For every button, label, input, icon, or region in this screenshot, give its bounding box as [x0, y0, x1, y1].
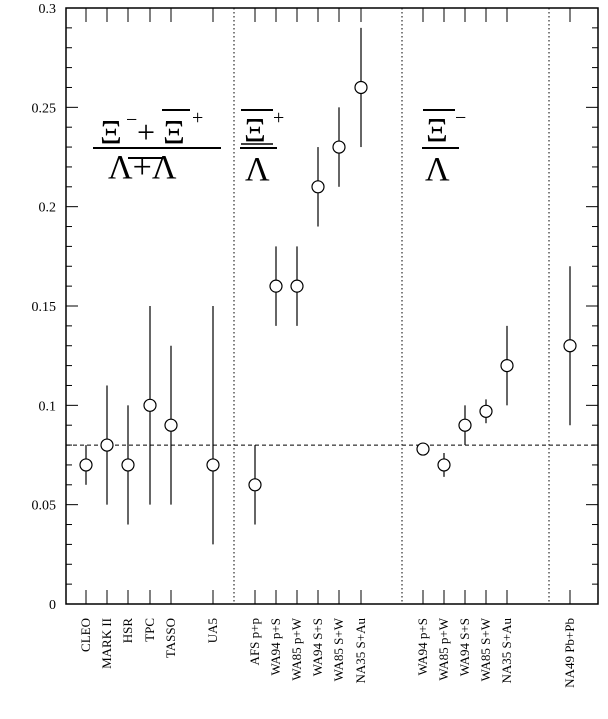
data-points [79, 80, 577, 492]
y-tick-label: 0.3 [39, 2, 57, 17]
plot-area [65, 7, 599, 605]
formula-3-num: Ξ [426, 112, 448, 149]
formula-1-num-a: Ξ [100, 114, 122, 151]
formula-1-num-b-sup: + [192, 107, 203, 129]
data-point [332, 140, 346, 154]
formula-3-den: Λ [425, 151, 450, 188]
y-tick-label: 0.15 [32, 300, 57, 315]
formula-1-num-a-sup: − [126, 109, 137, 131]
data-point [354, 80, 368, 95]
data-point [248, 478, 262, 492]
formula-1-num-plus: + [137, 114, 155, 150]
x-category-label: NA35 S+Au [353, 618, 368, 684]
x-category-label: NA49 Pb+Pb [562, 618, 577, 688]
formula-2-num: Ξ [244, 112, 266, 149]
formula-group-2: Ξ + Λ [240, 107, 284, 188]
y-tick-label: 0.05 [32, 499, 57, 514]
x-category-label: WA85 p+W [436, 617, 451, 680]
x-category-label: WA85 p+W [289, 617, 304, 680]
formula-group-1: Ξ − + Ξ + Λ+Λ [93, 107, 221, 186]
x-category-label: CLEO [78, 618, 93, 652]
data-point [79, 458, 93, 472]
x-category-label: WA85 S+W [478, 617, 493, 681]
data-point [143, 398, 157, 412]
plot-frame [65, 7, 599, 605]
y-tick-label: 0.2 [39, 201, 57, 216]
data-point [100, 438, 114, 452]
data-point [458, 418, 472, 432]
formula-3-num-sup: − [455, 107, 466, 129]
formula-group-3: Ξ − Λ [422, 107, 466, 188]
data-point [206, 458, 220, 472]
x-category-label: WA94 p+S [415, 618, 430, 676]
data-point [121, 458, 135, 472]
data-point [164, 418, 178, 432]
y-tick-label: 0 [49, 598, 56, 613]
x-category-label: AFS p+p [247, 618, 262, 665]
y-tick-label: 0.25 [32, 101, 57, 116]
y-tick-label: 0.1 [39, 399, 57, 414]
data-point [563, 339, 577, 353]
x-category-label: NA35 S+Au [499, 618, 514, 684]
error-bars [85, 27, 571, 545]
x-axis-labels: CLEO MARK II HSR TPC TASSO UA5 AFS p+p WA94 p+S… [78, 617, 577, 688]
formula-1-num-b: Ξ [163, 114, 185, 151]
x-category-label: WA94 S+S [310, 618, 325, 676]
x-category-label: WA94 p+S [268, 618, 283, 676]
data-point [269, 279, 283, 293]
x-category-label: HSR [120, 618, 135, 644]
data-point [290, 279, 304, 293]
x-category-label: UA5 [205, 618, 220, 643]
group-separators [233, 8, 550, 604]
formula-2-num-sup: + [273, 107, 284, 129]
formula-1-den: Λ+Λ [108, 149, 177, 186]
data-point [437, 458, 451, 472]
data-point [311, 180, 325, 194]
x-category-label: WA94 S+S [457, 618, 472, 676]
formula-2-den: Λ [245, 151, 270, 188]
x-category-label: TPC [142, 618, 157, 642]
data-point [416, 442, 430, 456]
data-point [500, 359, 514, 373]
x-category-label: TASSO [163, 618, 178, 658]
x-category-label: WA85 S+W [331, 617, 346, 681]
x-category-label: MARK II [99, 618, 114, 669]
data-point [479, 404, 493, 418]
y-axis: 0 0.05 0.1 0.15 0.2 0.25 0.3 [32, 2, 598, 613]
